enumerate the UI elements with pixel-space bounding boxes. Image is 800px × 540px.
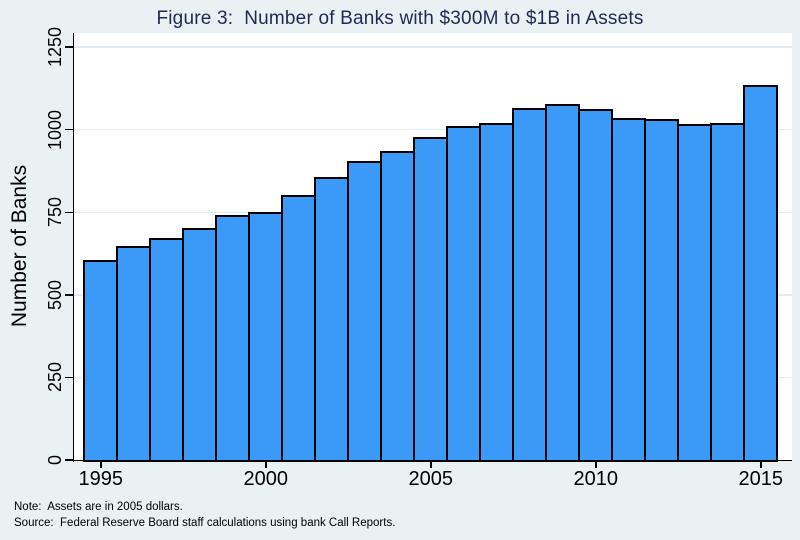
- bar-2010: [578, 109, 614, 462]
- y-tick-500: [64, 294, 73, 296]
- bar-2007: [479, 122, 515, 462]
- bar-1996: [116, 246, 152, 462]
- x-tick-2000: [265, 460, 267, 468]
- bar-1997: [149, 238, 185, 462]
- bar-2003: [347, 160, 383, 462]
- bar-2013: [677, 124, 713, 462]
- y-axis-title: Number of Banks: [8, 164, 31, 328]
- y-tick-750: [64, 211, 73, 213]
- x-tick-label-2010: 2010: [573, 468, 619, 490]
- x-tick-2010: [595, 460, 597, 468]
- x-axis-line: [72, 459, 792, 461]
- bar-1998: [182, 228, 218, 462]
- y-tick-250: [64, 376, 73, 379]
- y-tick-label-1000: 1000: [45, 109, 65, 150]
- bar-2008: [512, 107, 548, 462]
- chart-title: Figure 3: Number of Banks with $300M to …: [156, 8, 644, 29]
- bar-2009: [545, 104, 581, 462]
- gridline-1250: [74, 46, 792, 48]
- bar-2005: [413, 137, 449, 462]
- bar-2002: [314, 177, 350, 462]
- bar-2004: [380, 150, 416, 462]
- bar-1995: [83, 259, 119, 462]
- y-tick-label-750: 750: [45, 197, 65, 228]
- bar-2012: [644, 119, 680, 462]
- bar-2000: [248, 211, 284, 462]
- y-tick-label-500: 500: [45, 279, 65, 310]
- y-tick-1250: [64, 46, 73, 48]
- footnotes: Note: Assets are in 2005 dollars. Source…: [14, 499, 395, 531]
- bar-2015: [743, 84, 779, 462]
- x-tick-label-2000: 2000: [243, 468, 289, 490]
- note-line: Note: Assets are in 2005 dollars.: [14, 501, 183, 513]
- gridline-1000: [74, 128, 792, 131]
- x-tick-2015: [760, 460, 762, 468]
- bar-2006: [446, 125, 482, 462]
- y-tick-label-250: 250: [45, 362, 65, 393]
- y-tick-label-1250: 1250: [45, 27, 65, 68]
- bar-2001: [281, 195, 317, 462]
- x-tick-label-2015: 2015: [738, 468, 784, 490]
- source-line: Source: Federal Reserve Board staff calc…: [14, 517, 396, 529]
- bar-2014: [710, 122, 746, 462]
- x-tick-label-2005: 2005: [408, 468, 454, 490]
- y-tick-0: [64, 459, 73, 461]
- y-tick-1000: [64, 128, 73, 131]
- x-tick-2005: [430, 460, 432, 468]
- plot-area: [74, 33, 792, 462]
- x-tick-1995: [100, 460, 102, 468]
- x-tick-label-1995: 1995: [78, 468, 124, 490]
- y-axis-line: [72, 33, 74, 462]
- bar-1999: [215, 215, 251, 462]
- bar-2011: [611, 117, 647, 462]
